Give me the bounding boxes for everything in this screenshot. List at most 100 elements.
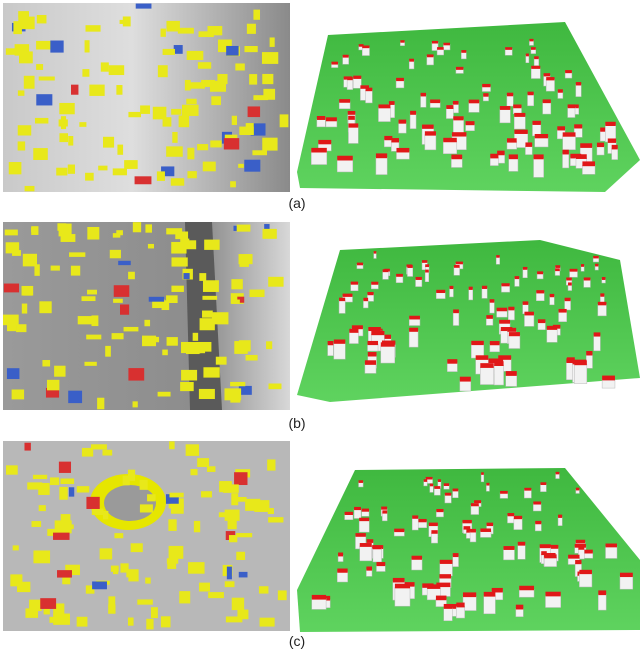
building-footprint: [92, 509, 104, 515]
building-roof: [381, 342, 395, 346]
building-wall: [453, 119, 463, 133]
building-wall: [515, 278, 520, 286]
building-roof: [367, 292, 373, 295]
building-roof: [535, 521, 541, 524]
building-footprint: [180, 382, 194, 391]
building-footprint: [136, 4, 152, 9]
building-footprint: [230, 390, 240, 403]
building-footprint: [100, 548, 113, 559]
building-roof: [490, 299, 495, 302]
building-roof: [516, 605, 523, 610]
building-footprint: [140, 504, 153, 512]
building-roof: [393, 578, 405, 583]
building-footprint: [114, 533, 123, 538]
building-footprint: [71, 85, 78, 95]
panel-label: (b): [288, 415, 305, 431]
building-roof: [556, 472, 560, 475]
building-footprint: [42, 360, 50, 366]
building-footprint: [161, 29, 166, 37]
building-roof: [456, 603, 464, 608]
building-footprint: [71, 266, 80, 276]
building-footprint: [183, 273, 189, 279]
building-footprint: [54, 366, 65, 377]
building-wall: [507, 95, 513, 106]
building-roof: [359, 518, 369, 521]
building-footprint: [231, 279, 242, 289]
building-footprint: [247, 24, 256, 34]
building-wall: [382, 513, 387, 521]
ortho-image: [3, 222, 290, 410]
building-footprint: [87, 290, 97, 295]
building-wall: [339, 102, 350, 109]
building-footprint: [267, 459, 275, 470]
building-footprint: [171, 504, 184, 514]
building-footprint: [187, 148, 194, 160]
building-wall: [434, 488, 440, 495]
building-roof: [396, 274, 403, 277]
building-wall: [351, 284, 358, 291]
building-wall: [366, 570, 372, 577]
building-footprint: [91, 315, 98, 326]
building-roof: [558, 89, 563, 92]
building-roof: [568, 104, 575, 108]
building-wall: [311, 151, 326, 164]
building-footprint: [4, 284, 19, 293]
building-footprint: [17, 582, 30, 592]
building-footprint: [167, 558, 178, 563]
building-roof: [545, 592, 560, 597]
building-footprint: [128, 617, 134, 625]
building-roof: [337, 156, 353, 161]
building-footprint: [25, 186, 35, 191]
building-roof: [529, 39, 533, 42]
building-footprint: [24, 76, 35, 89]
building-footprint: [216, 141, 221, 147]
building-roof: [482, 84, 490, 87]
building-roof: [365, 360, 376, 365]
building-roof: [608, 138, 616, 142]
building-roof: [566, 278, 572, 281]
building-wall: [395, 587, 410, 606]
building-roof: [352, 325, 363, 329]
building-wall: [334, 343, 345, 359]
building-wall: [469, 102, 480, 112]
building-wall: [453, 556, 459, 567]
building-wall: [579, 573, 592, 587]
building-wall: [427, 56, 434, 65]
building-wall: [347, 79, 353, 89]
building-roof: [515, 276, 520, 279]
building-wall: [516, 608, 523, 616]
building-roof: [409, 59, 414, 62]
building-footprint: [33, 550, 50, 563]
building-roof: [574, 124, 582, 128]
building-roof: [469, 100, 480, 104]
building-footprint: [226, 46, 238, 56]
building-footprint: [202, 311, 213, 318]
building-wall: [543, 102, 551, 114]
building-footprint: [259, 586, 268, 593]
building-footprint: [249, 74, 257, 85]
building-wall: [481, 474, 484, 482]
building-roof: [499, 320, 510, 324]
building-wall: [509, 158, 518, 171]
building-wall: [378, 107, 390, 121]
building-footprint: [59, 487, 67, 500]
building-footprint: [77, 617, 88, 627]
building-roof: [384, 136, 392, 140]
building-wall: [545, 595, 560, 607]
building-roof: [439, 574, 451, 578]
building-footprint: [228, 520, 237, 529]
building-roof: [598, 590, 606, 595]
building-wall: [328, 344, 334, 355]
building-roof: [523, 301, 529, 304]
building-footprint: [199, 389, 215, 399]
building-roof: [446, 105, 453, 109]
building-footprint: [6, 465, 18, 474]
building-footprint: [145, 578, 150, 584]
building-roof: [508, 307, 514, 311]
building-footprint: [237, 610, 248, 620]
building-footprint: [97, 398, 104, 410]
building-footprint: [3, 315, 19, 326]
building-footprint: [81, 296, 95, 301]
building-roof: [490, 341, 500, 345]
building-wall: [471, 505, 479, 514]
